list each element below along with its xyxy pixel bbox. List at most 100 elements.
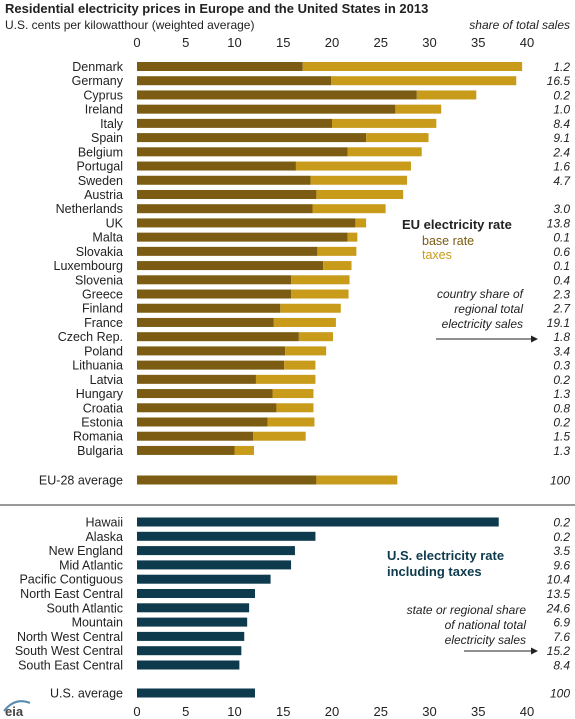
share-header: share of total sales bbox=[469, 18, 570, 32]
share-label-germany: 16.5 bbox=[547, 74, 571, 88]
share-label-south-west-central: 15.2 bbox=[547, 644, 571, 658]
bar-base-netherlands bbox=[137, 204, 313, 214]
category-label-austria: Austria bbox=[84, 188, 123, 202]
bar-base-hungary bbox=[137, 389, 273, 399]
bar-taxes-croatia bbox=[276, 403, 314, 413]
category-label-ireland: Ireland bbox=[85, 103, 123, 117]
category-label-alaska: Alaska bbox=[85, 530, 123, 544]
bar-north-east-central bbox=[137, 589, 255, 598]
top-tick-label: 5 bbox=[182, 35, 189, 50]
eu-note-arrow bbox=[436, 335, 538, 343]
bar-taxes-ireland bbox=[395, 104, 442, 114]
us-note-line-1: state or regional share bbox=[407, 603, 527, 617]
share-label-latvia: 0.2 bbox=[553, 373, 570, 387]
share-label-greece: 2.3 bbox=[552, 288, 570, 302]
bar-taxes-austria bbox=[316, 189, 404, 199]
bar-base-belgium bbox=[137, 147, 348, 157]
bar-base-portugal bbox=[137, 161, 296, 171]
category-label-poland: Poland bbox=[84, 344, 123, 358]
us-bars: Hawaii 0.2 Alaska 0.2 New England 3.5 Mid Atla… bbox=[15, 516, 570, 701]
bar-taxes-czech-rep bbox=[298, 332, 333, 342]
bar-taxes-france bbox=[273, 317, 336, 327]
bottom-axis: 0 5 10 15 20 25 30 35 40 bbox=[133, 704, 534, 719]
share-label-poland: 3.4 bbox=[553, 344, 570, 358]
category-label-hungary: Hungary bbox=[76, 387, 124, 401]
bottom-tick-label: 10 bbox=[227, 704, 241, 719]
share-label-south-atlantic: 24.6 bbox=[546, 601, 571, 615]
bar-base-austria bbox=[137, 189, 317, 199]
share-label-portugal: 1.6 bbox=[553, 160, 570, 174]
share-label-new-england: 3.5 bbox=[553, 544, 570, 558]
chart-subtitle: U.S. cents per kilowatthour (weighted av… bbox=[5, 18, 254, 32]
bar-base-czech-rep bbox=[137, 332, 299, 342]
bar-base-latvia bbox=[137, 374, 256, 384]
bar-mid-atlantic bbox=[137, 560, 292, 570]
share-label-lithuania: 0.3 bbox=[553, 359, 570, 373]
bar-base-luxembourg bbox=[137, 261, 324, 271]
category-label-estonia: Estonia bbox=[81, 416, 123, 430]
bar-north-west-central bbox=[137, 631, 245, 641]
bar-taxes-uk bbox=[355, 218, 367, 228]
category-label-mountain: Mountain bbox=[72, 616, 123, 630]
bar-base-finland bbox=[137, 303, 281, 313]
category-label-portugal: Portugal bbox=[76, 160, 123, 174]
bottom-tick-label: 40 bbox=[520, 704, 534, 719]
category-label-lithuania: Lithuania bbox=[72, 359, 123, 373]
category-label-czech-rep: Czech Rep. bbox=[58, 330, 123, 344]
bottom-tick-label: 35 bbox=[471, 704, 485, 719]
bar-taxes-spain bbox=[366, 133, 429, 143]
us-note-line-2: of national total bbox=[445, 618, 527, 632]
bar-taxes-slovakia bbox=[317, 246, 357, 256]
share-label-romania: 1.5 bbox=[553, 430, 570, 444]
bar-taxes-portugal bbox=[295, 161, 411, 171]
category-label-finland: Finland bbox=[82, 302, 123, 316]
category-label-luxembourg: Luxembourg bbox=[54, 259, 124, 273]
bar-base-estonia bbox=[137, 417, 268, 427]
category-label-south-atlantic: South Atlantic bbox=[47, 601, 123, 615]
category-label-mid-atlantic: Mid Atlantic bbox=[59, 558, 123, 572]
bar-base-bulgaria bbox=[137, 445, 235, 455]
share-label-bulgaria: 1.3 bbox=[553, 444, 570, 458]
category-label-italy: Italy bbox=[100, 117, 124, 131]
share-label-slovenia: 0.4 bbox=[553, 273, 570, 287]
top-tick-label: 0 bbox=[133, 35, 140, 50]
bar-base-romania bbox=[137, 431, 254, 441]
share-label-luxembourg: 0.1 bbox=[553, 259, 570, 273]
bar-taxes-luxembourg bbox=[323, 261, 352, 271]
bar-taxes-malta bbox=[347, 232, 358, 242]
bar-base-croatia bbox=[137, 403, 277, 413]
bar-base-spain bbox=[137, 133, 367, 143]
category-label-bulgaria: Bulgaria bbox=[77, 444, 123, 458]
eu-note-line-3: electricity sales bbox=[442, 317, 523, 331]
share-label-alaska: 0.2 bbox=[553, 530, 570, 544]
bar-base-greece bbox=[137, 289, 292, 299]
eu-legend-title: EU electricity rate bbox=[402, 217, 512, 232]
top-tick-label: 15 bbox=[276, 35, 290, 50]
bar-south-east-central bbox=[137, 660, 240, 670]
category-label-eu-28-average: EU-28 average bbox=[39, 474, 123, 488]
share-label-spain: 9.1 bbox=[553, 131, 570, 145]
bar-base-cyprus bbox=[137, 90, 417, 100]
bar-taxes-hungary bbox=[272, 389, 314, 399]
bottom-tick-label: 5 bbox=[182, 704, 189, 719]
bar-taxes-romania bbox=[253, 431, 306, 441]
bar-taxes-greece bbox=[291, 289, 349, 299]
bar-taxes-estonia bbox=[267, 417, 315, 427]
eia-logo-text: eia bbox=[5, 704, 24, 719]
bottom-tick-label: 30 bbox=[422, 704, 436, 719]
us-legend: U.S. electricity rate including taxes st… bbox=[387, 548, 538, 655]
category-label-romania: Romania bbox=[73, 430, 123, 444]
category-label-france: France bbox=[84, 316, 123, 330]
bar-taxes-eu-28-average bbox=[316, 475, 398, 485]
share-label-slovakia: 0.6 bbox=[553, 245, 570, 259]
bar-base-uk bbox=[137, 218, 356, 228]
bar-base-malta bbox=[137, 232, 348, 242]
bar-base-lithuania bbox=[137, 360, 285, 370]
share-label-malta: 0.1 bbox=[553, 231, 570, 245]
bar-base-sweden bbox=[137, 175, 311, 185]
category-label-malta: Malta bbox=[92, 231, 123, 245]
eia-logo: eia bbox=[3, 700, 31, 719]
category-label-slovakia: Slovakia bbox=[76, 245, 123, 259]
share-label-netherlands: 3.0 bbox=[553, 202, 570, 216]
bar-us-average bbox=[137, 688, 255, 698]
